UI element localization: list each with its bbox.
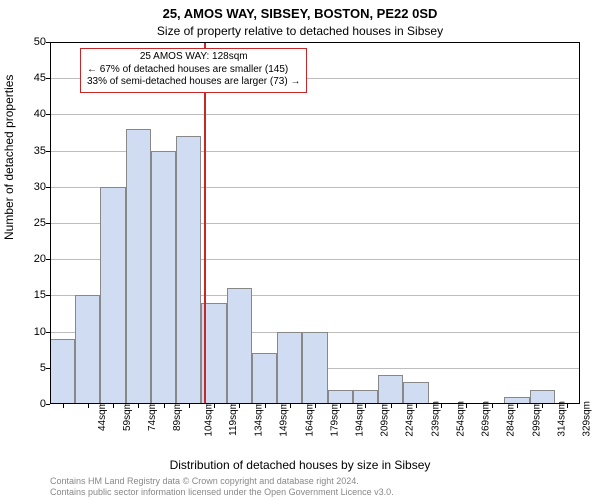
xtick-label: 59sqm — [122, 401, 133, 431]
xtick-mark — [63, 404, 64, 408]
xtick-mark — [88, 404, 89, 408]
histogram-bar — [75, 295, 100, 404]
xtick-mark — [164, 404, 165, 408]
histogram-bar — [328, 390, 353, 404]
xtick-mark — [466, 404, 467, 408]
property-marker-line — [204, 42, 206, 404]
xtick-mark — [391, 404, 392, 408]
footer-copyright-1: Contains HM Land Registry data © Crown c… — [50, 476, 359, 486]
histogram-bar — [353, 390, 378, 404]
xtick-mark — [365, 404, 366, 408]
chart-title: 25, AMOS WAY, SIBSEY, BOSTON, PE22 0SD — [0, 6, 600, 21]
xtick-label: 89sqm — [172, 401, 183, 431]
ytick-label: 35 — [20, 145, 46, 157]
xtick-label: 194sqm — [355, 401, 366, 437]
xtick-mark — [265, 404, 266, 408]
xtick-label: 329sqm — [582, 401, 593, 437]
xtick-label: 239sqm — [430, 401, 441, 437]
plot-area: 0510152025303540455044sqm59sqm74sqm89sqm… — [50, 42, 580, 404]
xtick-mark — [441, 404, 442, 408]
x-axis-label: Distribution of detached houses by size … — [0, 458, 600, 472]
xtick-label: 269sqm — [481, 401, 492, 437]
histogram-bar — [277, 332, 302, 404]
ytick-label: 5 — [20, 362, 46, 374]
ytick-label: 15 — [20, 289, 46, 301]
xtick-label: 164sqm — [304, 401, 315, 437]
property-annotation-box: 25 AMOS WAY: 128sqm← 67% of detached hou… — [80, 48, 307, 93]
xtick-mark — [542, 404, 543, 408]
ytick-label: 50 — [20, 36, 46, 48]
xtick-label: 149sqm — [279, 401, 290, 437]
ytick-label: 20 — [20, 253, 46, 265]
annotation-smaller: ← 67% of detached houses are smaller (14… — [87, 64, 300, 77]
xtick-label: 74sqm — [147, 401, 158, 431]
footer-copyright-2: Contains public sector information licen… — [50, 487, 394, 497]
histogram-bar — [151, 151, 176, 404]
histogram-bar — [100, 187, 125, 404]
ytick-label: 25 — [20, 217, 46, 229]
annotation-title: 25 AMOS WAY: 128sqm — [87, 51, 300, 64]
xtick-mark — [138, 404, 139, 408]
ytick-label: 10 — [20, 326, 46, 338]
ytick-mark — [46, 404, 50, 405]
xtick-label: 284sqm — [506, 401, 517, 437]
xtick-mark — [189, 404, 190, 408]
histogram-bar — [302, 332, 327, 404]
xtick-label: 119sqm — [228, 401, 239, 436]
histogram-bar — [252, 353, 277, 404]
xtick-mark — [517, 404, 518, 408]
xtick-mark — [492, 404, 493, 408]
xtick-label: 299sqm — [531, 401, 542, 437]
chart-subtitle: Size of property relative to detached ho… — [0, 24, 600, 38]
ytick-label: 45 — [20, 72, 46, 84]
xtick-mark — [239, 404, 240, 408]
xtick-label: 314sqm — [556, 401, 567, 437]
xtick-label: 44sqm — [97, 401, 108, 431]
histogram-bar — [50, 339, 75, 404]
ytick-label: 30 — [20, 181, 46, 193]
xtick-mark — [214, 404, 215, 408]
histogram-bar — [504, 397, 529, 404]
xtick-label: 224sqm — [405, 401, 416, 437]
annotation-larger: 33% of semi-detached houses are larger (… — [87, 76, 300, 89]
xtick-mark — [315, 404, 316, 408]
xtick-mark — [113, 404, 114, 408]
property-size-chart: 25, AMOS WAY, SIBSEY, BOSTON, PE22 0SD S… — [0, 0, 600, 500]
xtick-label: 134sqm — [254, 401, 265, 437]
gridline-h — [50, 114, 580, 115]
xtick-mark — [567, 404, 568, 408]
histogram-bar — [227, 288, 252, 404]
ytick-mark — [46, 42, 50, 43]
ytick-label: 40 — [20, 108, 46, 120]
histogram-bar — [530, 390, 555, 404]
xtick-mark — [290, 404, 291, 408]
histogram-bar — [378, 375, 403, 404]
ytick-label: 0 — [20, 398, 46, 410]
xtick-label: 104sqm — [203, 401, 214, 437]
histogram-bar — [403, 382, 428, 404]
histogram-bar — [126, 129, 151, 404]
xtick-label: 209sqm — [380, 401, 391, 437]
xtick-mark — [340, 404, 341, 408]
histogram-bar — [176, 136, 201, 404]
xtick-label: 179sqm — [329, 401, 340, 437]
xtick-label: 254sqm — [456, 401, 467, 437]
xtick-mark — [416, 404, 417, 408]
y-axis-label: Number of detached properties — [2, 75, 16, 240]
